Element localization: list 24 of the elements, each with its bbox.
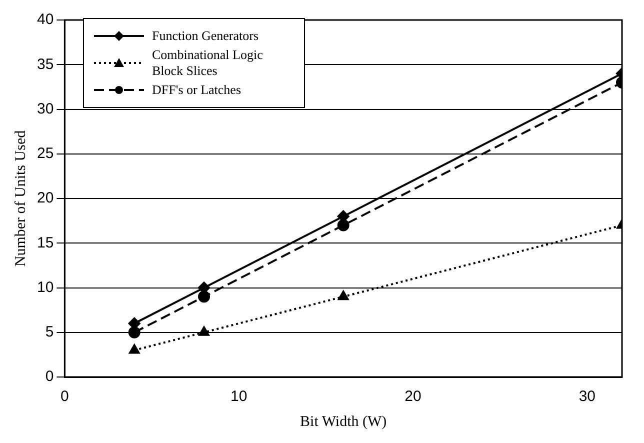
y-tick-label: 30 bbox=[36, 100, 54, 118]
legend-label: Combinational Logic Block Slices bbox=[152, 47, 264, 79]
y-tick-label: 35 bbox=[36, 56, 54, 73]
y-tick-label: 0 bbox=[45, 368, 54, 386]
y-tick-label: 20 bbox=[36, 190, 54, 207]
x-tick-label: 0 bbox=[60, 388, 69, 406]
point bbox=[198, 290, 210, 303]
y-tick-label: 5 bbox=[45, 324, 54, 341]
legend-label: Function Generators bbox=[152, 28, 259, 44]
point bbox=[129, 344, 140, 354]
point bbox=[338, 290, 349, 300]
y-tick-label: 40 bbox=[36, 11, 54, 28]
x-axis-title: Bit Width (W) bbox=[300, 414, 387, 430]
y-axis-title: Number of Units Used bbox=[12, 130, 29, 267]
point bbox=[128, 326, 140, 338]
point bbox=[198, 326, 210, 336]
x-tick-label: 10 bbox=[230, 388, 248, 406]
x-tick-label: 30 bbox=[578, 388, 596, 406]
point bbox=[337, 219, 350, 232]
y-tick-label: 15 bbox=[36, 234, 54, 252]
y-tick-label: 10 bbox=[36, 278, 54, 296]
x-tick-label: 20 bbox=[404, 388, 422, 406]
y-tick-label: 25 bbox=[36, 145, 54, 162]
legend-label: DFF's or Latches bbox=[152, 82, 242, 98]
